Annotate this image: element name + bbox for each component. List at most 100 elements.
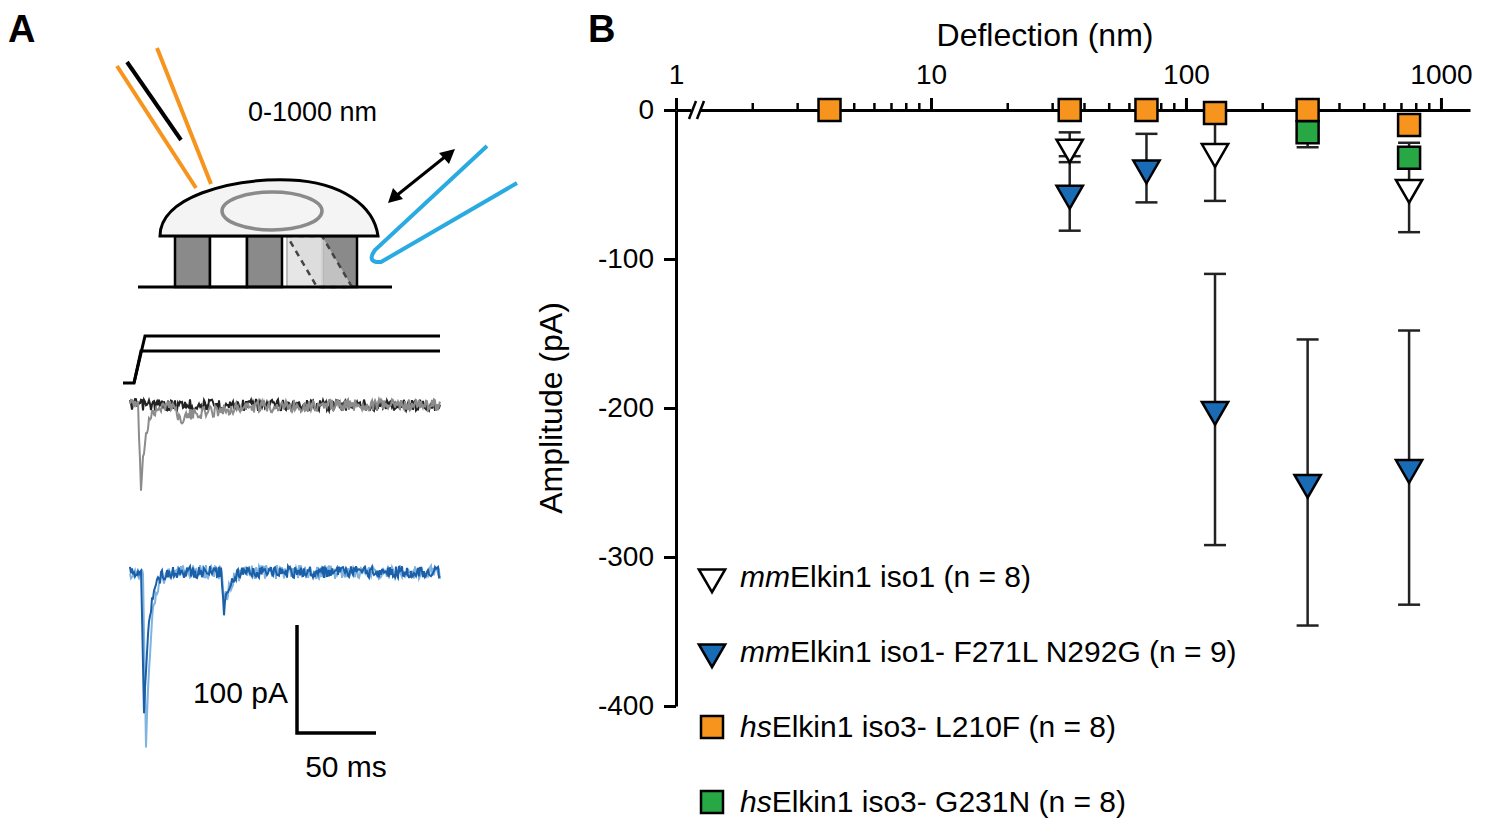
x-minor-tick (1083, 103, 1086, 110)
scale-bar-label: 50 ms (305, 750, 387, 783)
legend-item: hsElkin1 iso3- G231N (n = 8) (701, 785, 1126, 818)
range-label: 0-1000 nm (248, 97, 377, 127)
x-minor-tick (1160, 103, 1163, 110)
data-point (1135, 99, 1157, 121)
data-point (1202, 402, 1228, 425)
axis-break (689, 101, 696, 119)
y-tick-mark (664, 556, 676, 559)
arrow-head (388, 188, 403, 203)
pillar-deflected (287, 236, 352, 287)
legend-item: hsElkin1 iso3- L210F (n = 8) (701, 710, 1116, 743)
data-point (1398, 114, 1420, 136)
current-trace (130, 399, 440, 491)
legend-marker (699, 644, 725, 667)
x-tick: 10 (916, 59, 947, 110)
legend-marker (699, 569, 725, 592)
y-tick-label: -300 (598, 541, 654, 572)
electrode (127, 62, 181, 140)
y-tick: 0 (638, 94, 676, 125)
error-bar-cap (1135, 201, 1157, 204)
legend-label: mmElkin1 iso1- F271L N292G (n = 9) (740, 635, 1237, 668)
scale-bar (297, 625, 376, 733)
x-minor-tick (890, 103, 893, 110)
legend-label: mmElkin1 iso1 (n = 8) (740, 560, 1031, 593)
cell (160, 180, 378, 236)
x-minor-tick (1261, 103, 1264, 110)
data-point (1297, 99, 1319, 121)
x-minor-tick (1400, 103, 1403, 110)
stimulus (123, 336, 440, 383)
x-tick: 1000 (1410, 59, 1472, 110)
pillar (175, 236, 210, 287)
data-point (1204, 102, 1226, 124)
data-point (1297, 121, 1319, 143)
error-bar-cap (1297, 338, 1319, 341)
x-tick-mark (675, 98, 678, 110)
data-point (1057, 140, 1083, 163)
x-tick-mark (1440, 98, 1443, 110)
error-bar-cap (1059, 229, 1081, 232)
arrow (396, 156, 446, 196)
data-point (1396, 460, 1422, 483)
legend-marker (701, 716, 723, 738)
legend-item: mmElkin1 iso1- F271L N292G (n = 9) (699, 635, 1237, 668)
stimulus (134, 351, 440, 383)
error-bar-cap (1398, 603, 1420, 606)
error-bar-cap (1297, 624, 1319, 627)
probe (372, 146, 517, 262)
current-trace (130, 566, 440, 713)
data-point (1059, 99, 1081, 121)
y-tick-mark (664, 109, 676, 112)
y-tick-label: 0 (638, 94, 654, 125)
legend-label: hsElkin1 iso3- L210F (n = 8) (740, 710, 1116, 743)
substrate (138, 286, 392, 289)
x-minor-tick (1363, 103, 1366, 110)
x-minor-tick (873, 103, 876, 110)
x-tick-label: 1 (669, 59, 685, 90)
plot-marks (819, 99, 1423, 626)
panel-label: B (588, 8, 615, 50)
x-minor-tick (1338, 103, 1341, 110)
x-minor-tick (905, 103, 908, 110)
current-trace (130, 565, 440, 747)
nucleus (222, 192, 322, 230)
axis-break (697, 101, 704, 119)
y-tick-label: -200 (598, 392, 654, 423)
x-tick-mark (1185, 98, 1188, 110)
y-tick-label: -100 (598, 243, 654, 274)
chart: 1101001000Deflection (nm)-400-300-200-10… (533, 17, 1473, 818)
error-bar-cap (1135, 133, 1157, 136)
pillar (247, 236, 282, 287)
y-tick-mark (664, 258, 676, 261)
y-tick: -100 (598, 243, 676, 274)
x-minor-tick (752, 103, 755, 110)
data-point (1057, 186, 1083, 209)
error-bar-cap (1204, 200, 1226, 203)
y-tick: -300 (598, 541, 676, 572)
error-bar-cap (1398, 142, 1420, 145)
legend-item: mmElkin1 iso1 (n = 8) (699, 560, 1031, 593)
x-minor-tick (853, 103, 856, 110)
y-axis: -400-300-200-1000 (598, 94, 677, 721)
figure: A B 0-1000 nm 100 pA 50 ms 1 10 100 1000 Deflecti… (0, 0, 1500, 834)
x-minor-tick (1428, 103, 1431, 110)
x-tick: 1 (669, 59, 685, 110)
x-axis-title: Deflection (nm) (937, 17, 1154, 53)
x-tick-mark (930, 98, 933, 110)
panel-label: A (8, 8, 35, 50)
error-bar-cap (1398, 231, 1420, 234)
x-minor-tick (1173, 103, 1176, 110)
data-point (1294, 475, 1320, 498)
error-bar-cap (1204, 544, 1226, 547)
error-bar-cap (1398, 329, 1420, 332)
pillar (210, 236, 247, 287)
error-bar-cap (1297, 146, 1319, 149)
scale-bar-label: 100 pA (193, 676, 288, 709)
patch-pipette (117, 66, 196, 188)
data-point (1398, 147, 1420, 169)
error-bar (1297, 117, 1319, 147)
x-tick-label: 100 (1163, 59, 1210, 90)
data-point (819, 99, 841, 121)
x-minor-tick (1383, 103, 1386, 110)
background (0, 0, 1500, 834)
